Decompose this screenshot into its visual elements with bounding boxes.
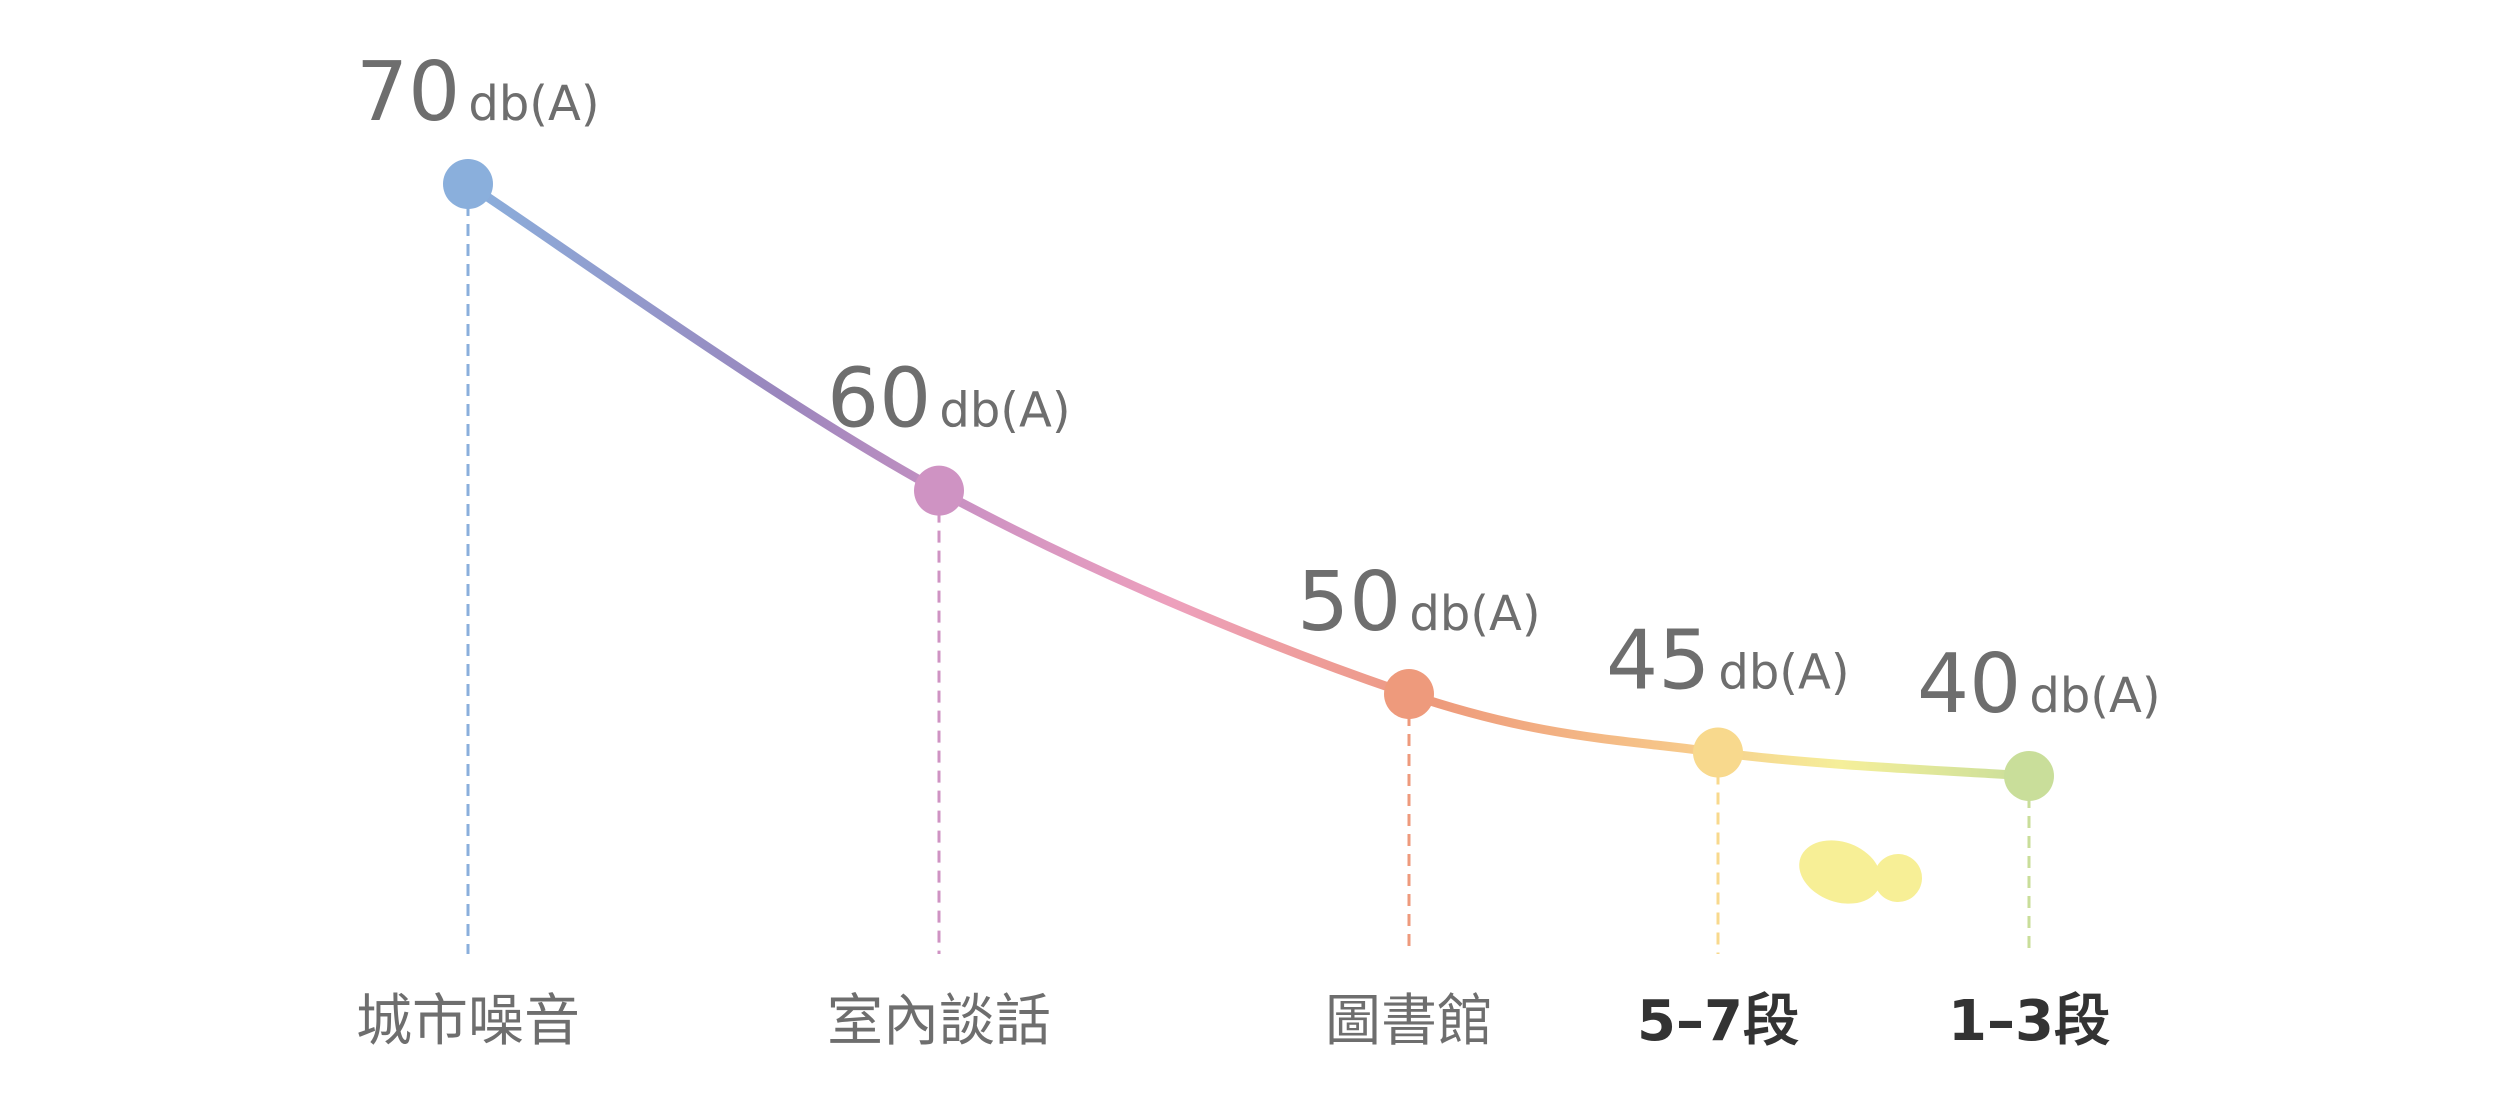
value-label: 60 db(A) — [827, 352, 1071, 447]
value-number: 45 — [1606, 613, 1710, 708]
value-number: 60 — [827, 352, 931, 447]
value-number: 50 — [1297, 555, 1401, 650]
category-label: 室內談話 — [827, 989, 1051, 1054]
value-label: 70 db(A) — [356, 45, 600, 140]
value-unit: db(A) — [1409, 586, 1540, 642]
value-number: 40 — [1917, 637, 2021, 732]
category-label: 圖書館 — [1325, 989, 1493, 1054]
point — [1693, 727, 1743, 778]
value-label: 45 db(A) — [1606, 613, 1850, 708]
point — [1384, 669, 1434, 720]
value-label: 40 db(A) — [1917, 637, 2161, 732]
value-unit: db(A) — [2029, 668, 2160, 724]
line — [465, 180, 2030, 781]
value-unit: db(A) — [939, 383, 1070, 439]
category-label: 5–7段 — [1637, 989, 1799, 1054]
value-unit: db(A) — [1718, 644, 1849, 700]
decoration-icon — [1799, 840, 1922, 904]
category-label: 城市噪音 — [356, 989, 580, 1054]
value-label: 50 db(A) — [1297, 555, 1541, 650]
point — [914, 465, 964, 516]
value-number: 70 — [356, 45, 460, 140]
point — [443, 159, 493, 209]
value-unit: db(A) — [468, 76, 599, 132]
point — [2004, 751, 2054, 801]
category-label: 1–3段 — [1948, 989, 2110, 1054]
